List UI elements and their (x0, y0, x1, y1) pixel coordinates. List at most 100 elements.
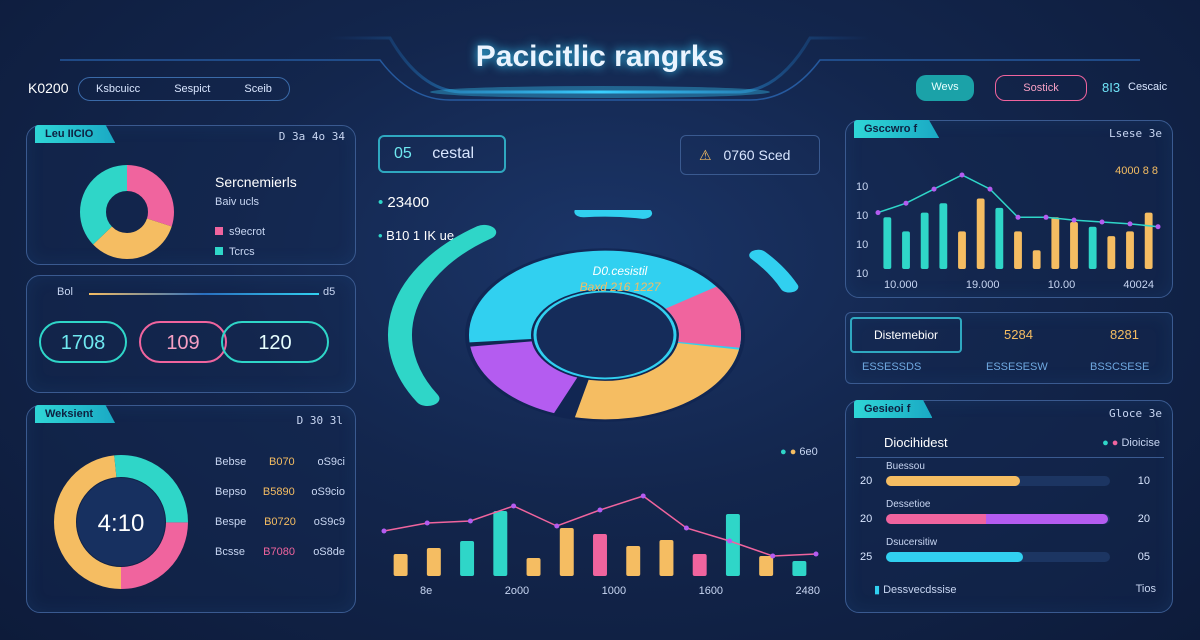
chart-bar (1088, 226, 1097, 269)
trend-y-ticks: 10 10 10 10 (856, 181, 869, 280)
progress-track (886, 476, 1110, 486)
trend-corner: Lsese 3e (1109, 127, 1162, 140)
clock-row: Bepso B5890 oS9cio (215, 486, 345, 498)
header-frame (60, 36, 1140, 101)
segments-sub: Baiv ucls (215, 196, 260, 208)
chart-bar (593, 534, 607, 576)
progress-track (886, 514, 1110, 524)
ring-label-1: D0.cesistil (592, 264, 648, 278)
chart-bar (725, 514, 740, 576)
progress-foot-right: Tios (1135, 583, 1156, 595)
chart-bar (995, 207, 1004, 269)
chart-bar (626, 546, 641, 576)
chart-point (959, 172, 965, 178)
stat-pill-1[interactable]: 1708 (39, 321, 127, 363)
center-chart-legend: ● ● 6e0 (780, 446, 818, 458)
progress-rows: Buessou 20 10 Dessetioe 20 20 Dsucersitiw 25 05 (856, 461, 1164, 575)
chart-point (424, 520, 430, 526)
chart-bar (1032, 250, 1041, 269)
top-nav: Ksbcuicc Sespict Sceib (78, 77, 290, 101)
chart-bar (902, 231, 910, 269)
clock-row: Bespe B0720 oS9c9 (215, 516, 345, 528)
chart-point (1099, 219, 1105, 225)
alert-box[interactable]: ⚠ 0760 Sced (680, 135, 820, 175)
chart-point (467, 518, 473, 524)
chart-bar (759, 556, 774, 576)
clock-rows: Bebse B070 oS9ci Bepso B5890 oS9cio Bespe B07… (215, 456, 345, 576)
progress-right-value: 20 (1137, 513, 1150, 525)
warning-icon: ⚠ (699, 147, 712, 163)
progress-left-value: 20 (860, 475, 873, 487)
chart-bar (393, 554, 408, 576)
legend-2: Tcrcs (215, 246, 255, 258)
nav-item-1[interactable]: Ksbcuicc (96, 83, 141, 95)
x-label: 8e (420, 585, 433, 597)
distribution-card: Distemebior 5284 8281 ESSESSDS ESSESESW … (845, 312, 1173, 384)
stat-pill-3[interactable]: 120 (221, 321, 329, 363)
chart-point (1155, 224, 1161, 230)
panel-tab: Leu IICIO (35, 125, 116, 143)
x-label: 2480 (795, 585, 820, 597)
dist-foot-1: ESSESSDS (862, 361, 922, 373)
chart-point (813, 551, 819, 557)
pill-stats-panel: Bol d5 1708 109 120 (26, 275, 356, 393)
segments-title: Sercnemierls (215, 174, 297, 190)
chart-point (683, 525, 689, 531)
center-stat-1: • 23400 (378, 194, 430, 211)
chart-point (1043, 214, 1049, 220)
nav-item-2[interactable]: Sespict (174, 83, 211, 95)
chart-point (875, 210, 881, 216)
chart-point (511, 503, 517, 509)
pill-panel-right: d5 (323, 286, 336, 298)
chart-bar (1107, 236, 1116, 269)
progress-row: Buessou 20 10 (856, 461, 1164, 499)
chart-point (727, 538, 733, 544)
chart-point (1015, 214, 1021, 220)
distribution-label-box[interactable]: Distemebior (850, 317, 962, 353)
progress-row: Dsucersitiw 25 05 (856, 537, 1164, 575)
nav-item-3[interactable]: Sceib (244, 83, 272, 95)
progress-fill (886, 514, 1108, 524)
trend-tab: Gsccwro f (854, 120, 940, 138)
header-number: 8I3 (1102, 80, 1121, 95)
clock-donut (54, 455, 188, 589)
chart-bar (883, 217, 892, 269)
progress-left-value: 25 (860, 551, 873, 563)
chart-point (903, 200, 909, 206)
nav-code: K0200 (28, 80, 69, 96)
progress-right-value: 10 (1137, 475, 1150, 487)
chart-bar (460, 541, 475, 576)
clock-panel-tab: Weksient (35, 405, 116, 423)
pill-panel-label: Bol (57, 286, 73, 298)
chart-bar (493, 511, 508, 576)
chart-bar (1014, 231, 1022, 269)
center-badge[interactable]: 05 cestal (378, 135, 506, 173)
chart-bar (792, 561, 807, 576)
progress-tab: Gesieoi f (854, 400, 933, 418)
page-title: Pacicitlic rangrks (475, 40, 725, 73)
panel-corner-label: D 3a 4o 34 (278, 130, 345, 143)
alert-text: 0760 Sced (723, 147, 791, 163)
center-x-labels: 8e 2o00 1000 1600 2480 (420, 585, 820, 597)
progress-track (886, 552, 1110, 562)
teal-header-button[interactable]: Wevs (916, 75, 974, 101)
x-label: 1000 (601, 585, 627, 597)
x-label: 2o00 (504, 585, 530, 597)
dist-foot-3: BSSCSESE (1090, 361, 1150, 373)
progress-legend: ● ● Dioicise (1102, 437, 1160, 449)
progress-row: Dessetioe 20 20 (856, 499, 1164, 537)
chart-bar (1126, 231, 1134, 269)
chart-bar (426, 548, 441, 576)
pink-header-button[interactable]: Sostick (995, 75, 1087, 101)
chart-point (931, 186, 937, 192)
trend-x-labels: 10.000 19.000 10.00 40024 (884, 279, 1154, 291)
progress-corner: Gloce 3e (1109, 407, 1162, 420)
progress-foot-left: ▮ Dessvecdssise (874, 584, 957, 596)
chart-point (381, 528, 387, 534)
x-label: 1600 (698, 585, 724, 597)
badge-num: 05 (394, 145, 412, 162)
clock-center-value: 4:10 (97, 510, 145, 537)
stat-pill-2[interactable]: 109 (139, 321, 227, 363)
chart-bar (1070, 222, 1078, 269)
chart-point (770, 553, 776, 559)
